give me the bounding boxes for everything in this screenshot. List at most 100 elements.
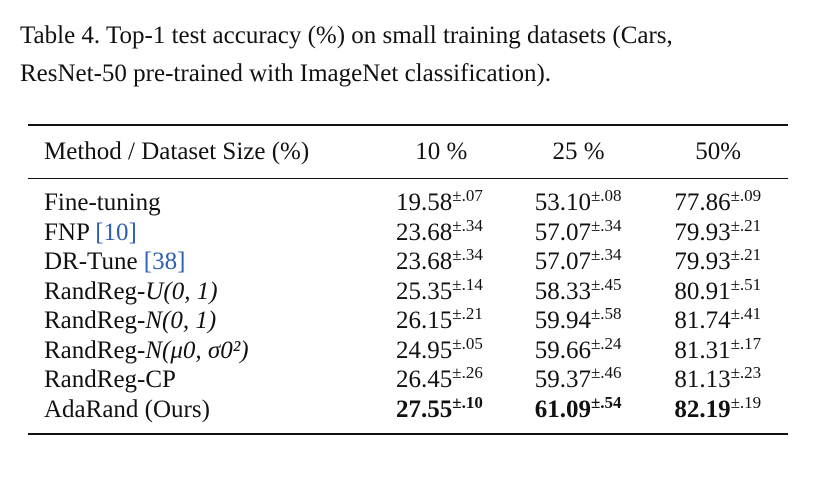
std-deviation: ±.14 (452, 274, 483, 294)
accuracy-cell: 79.93±.21 (648, 215, 788, 248)
std-deviation: ±.17 (730, 333, 762, 353)
accuracy-cell: 24.95±.05 (374, 333, 509, 366)
accuracy-value: 23.68 (396, 218, 453, 246)
accuracy-cell: 57.07±.34 (509, 215, 649, 248)
accuracy-cell: 79.93±.21 (648, 245, 788, 277)
std-deviation: ±.45 (590, 274, 622, 294)
std-deviation: ±.09 (730, 186, 762, 206)
accuracy-cell: 77.86±.09 (648, 179, 788, 218)
std-deviation: ±.10 (452, 392, 483, 412)
std-deviation: ±.34 (590, 245, 622, 265)
accuracy-value: 23.68 (396, 248, 453, 276)
accuracy-cell: 53.10±.08 (509, 179, 649, 218)
accuracy-cell: 80.91±.51 (648, 276, 788, 307)
accuracy-value: 53.10 (534, 189, 591, 217)
std-deviation: ±.05 (452, 333, 483, 353)
accuracy-value: 81.74 (674, 307, 731, 335)
citation-link[interactable]: [38] (143, 248, 186, 276)
method-distribution: N(0, 1) (145, 307, 217, 335)
header-method: Method / Dataset Size (%) (44, 138, 310, 165)
accuracy-cell: 58.33±.45 (509, 274, 649, 307)
accuracy-cell: 57.07±.34 (509, 245, 649, 277)
method-cell: AdaRand (Ours) (28, 395, 374, 435)
accuracy-cell: 59.37±.46 (509, 363, 649, 395)
accuracy-value: 25.35 (396, 277, 453, 305)
table-header-row: Method / Dataset Size (%) 10 % 25 % 50% (28, 125, 788, 179)
accuracy-cell: 61.09±.54 (509, 392, 649, 435)
method-name: RandReg- (44, 277, 146, 305)
accuracy-cell: 23.68±.34 (374, 245, 509, 277)
method-name: RandReg- (44, 307, 146, 335)
std-deviation: ±.23 (730, 363, 762, 383)
std-deviation: ±.21 (452, 304, 483, 324)
method-cell: DR-Tune [38] (28, 247, 374, 277)
std-deviation: ±.58 (590, 304, 622, 324)
method-cell: Fine-tuning (28, 179, 374, 218)
table-row: FNP [10] 23.68±.34 57.07±.34 79.93±.21 (28, 215, 788, 248)
method-name: FNP (44, 218, 96, 246)
caption-line-2: ResNet-50 pre-trained with ImageNet clas… (20, 60, 552, 87)
table-row: RandReg-CP 26.45±.26 59.37±.46 81.13±.23 (28, 363, 788, 395)
method-distribution: N(μ0, σ0²) (145, 336, 249, 364)
results-table: Method / Dataset Size (%) 10 % 25 % 50% … (28, 124, 788, 435)
method-cell: RandReg-CP (28, 365, 374, 395)
table-row: DR-Tune [38] 23.68±.34 57.07±.34 79.93±.21 (28, 245, 788, 277)
method-cell: RandReg-N(0, 1) (28, 306, 374, 336)
table-row: Fine-tuning 19.58±.07 53.10±.08 77.86±.09 (28, 179, 788, 218)
accuracy-value: 59.37 (534, 366, 591, 394)
method-name: DR-Tune (44, 248, 144, 276)
std-deviation: ±.46 (590, 363, 622, 383)
table-caption: Table 4. Top-1 test accuracy (%) on smal… (20, 17, 810, 93)
table-row: AdaRand (Ours) 27.55±.10 61.09±.54 82.19±.1… (28, 392, 788, 435)
table-body: Fine-tuning 19.58±.07 53.10±.08 77.86±.09 FN… (28, 179, 788, 435)
caption-line-1: Table 4. Top-1 test accuracy (%) on smal… (20, 22, 673, 49)
accuracy-cell: 82.19±.19 (648, 392, 788, 435)
accuracy-cell: 59.94±.58 (509, 304, 649, 336)
table-row: RandReg-N(0, 1) 26.15±.21 59.94±.58 81.74±.… (28, 304, 788, 336)
accuracy-value: 58.33 (534, 277, 591, 305)
accuracy-value: 80.91 (674, 277, 731, 305)
accuracy-value: 61.09 (534, 395, 591, 423)
method-distribution: U(0, 1) (145, 277, 218, 305)
method-name: RandReg-CP (44, 366, 176, 394)
std-deviation: ±.34 (452, 245, 483, 265)
accuracy-value: 59.66 (534, 336, 591, 364)
std-deviation: ±.21 (730, 215, 762, 235)
std-deviation: ±.34 (452, 215, 483, 235)
accuracy-value: 79.93 (674, 218, 731, 246)
std-deviation: ±.24 (590, 333, 622, 353)
std-deviation: ±.19 (730, 392, 762, 412)
table-row: RandReg-N(μ0, σ0²) 24.95±.05 59.66±.24 81.3… (28, 333, 788, 366)
method-cell: FNP [10] (28, 218, 374, 248)
accuracy-value: 81.13 (674, 366, 731, 394)
accuracy-value: 82.19 (674, 395, 731, 423)
accuracy-cell: 81.13±.23 (648, 363, 788, 395)
accuracy-value: 81.31 (674, 336, 731, 364)
citation-link[interactable]: [10] (95, 218, 137, 246)
std-deviation: ±.34 (590, 215, 622, 235)
accuracy-value: 57.07 (534, 218, 591, 246)
accuracy-value: 26.45 (396, 366, 453, 394)
accuracy-cell: 81.31±.17 (648, 333, 788, 366)
method-cell: RandReg-U(0, 1) (28, 277, 374, 307)
accuracy-value: 26.15 (396, 307, 453, 335)
std-deviation: ±.26 (452, 363, 483, 383)
table-row: RandReg-U(0, 1) 25.35±.14 58.33±.45 80.91±.… (28, 274, 788, 307)
std-deviation: ±.21 (730, 245, 762, 265)
accuracy-value: 24.95 (396, 336, 453, 364)
accuracy-cell: 81.74±.41 (648, 304, 788, 336)
method-name: Fine-tuning (44, 189, 161, 217)
accuracy-value: 79.93 (674, 248, 731, 276)
accuracy-value: 59.94 (534, 307, 591, 335)
method-name: RandReg- (44, 336, 146, 364)
results-table-wrapper: Method / Dataset Size (%) 10 % 25 % 50% … (28, 124, 788, 435)
accuracy-cell: 25.35±.14 (374, 274, 509, 307)
method-cell: RandReg-N(μ0, σ0²) (28, 336, 374, 366)
accuracy-value: 57.07 (534, 248, 591, 276)
header-10pct: 10 % (415, 138, 468, 165)
accuracy-value: 19.58 (396, 189, 453, 217)
accuracy-cell: 27.55±.10 (374, 392, 509, 435)
std-deviation: ±.41 (730, 304, 762, 324)
accuracy-cell: 19.58±.07 (374, 179, 509, 218)
std-deviation: ±.54 (590, 392, 622, 412)
